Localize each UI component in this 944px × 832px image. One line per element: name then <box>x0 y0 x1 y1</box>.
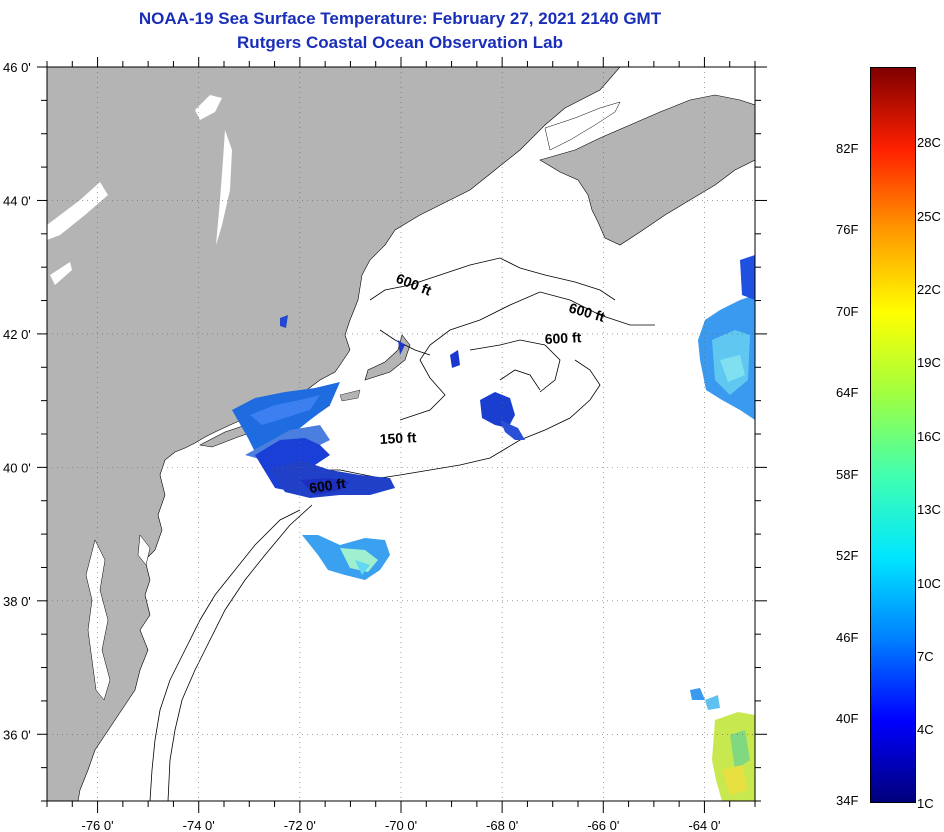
axis-labels: -76 0' -74 0' -72 0' -70 0' -68 0' -66 0' -64 … <box>3 60 720 832</box>
land-martha-vineyard <box>339 389 361 402</box>
colorbar-celsius-label: 7C <box>917 648 934 664</box>
lon-tick-label: -74 0' <box>183 818 215 832</box>
colorbar-celsius-label: 13C <box>917 502 941 518</box>
land-cape-cod <box>364 334 411 381</box>
grid-lines <box>47 67 755 801</box>
lat-tick-label: 36 0' <box>3 727 31 742</box>
lat-tick-label: 44 0' <box>3 193 31 208</box>
lon-tick-label: -66 0' <box>587 818 619 832</box>
colorbar-celsius-label: 25C <box>917 208 941 224</box>
lake-ontario-edge <box>47 182 108 240</box>
sst-patch-georges-bank <box>480 392 515 428</box>
colorbar-fahrenheit-label: 58F <box>836 466 859 482</box>
lake-champlain <box>216 130 232 245</box>
lon-tick-label: -64 0' <box>688 818 720 832</box>
map-title: NOAA-19 Sea Surface Temperature: Februar… <box>138 9 662 28</box>
colorbar-celsius-label: 1C <box>917 795 934 811</box>
bay-of-fundy <box>544 101 621 151</box>
lat-tick-label: 42 0' <box>3 327 31 342</box>
colorbar-fahrenheit-label: 52F <box>836 548 859 564</box>
lon-tick-label: -72 0' <box>284 818 316 832</box>
lat-tick-label: 40 0' <box>3 460 31 475</box>
colorbar-celsius-label: 22C <box>917 281 941 297</box>
depth-contour-label: 150 ft <box>379 429 417 447</box>
colorbar-celsius-label: 28C <box>917 135 941 151</box>
chesapeake-bay <box>85 539 111 701</box>
colorbar-fahrenheit-label: 82F <box>836 140 859 156</box>
lon-tick-label: -70 0' <box>385 818 417 832</box>
lat-tick-label: 38 0' <box>3 594 31 609</box>
colorbar-fahrenheit-label: 34F <box>836 793 859 808</box>
colorbar-fahrenheit-label: 76F <box>836 222 859 238</box>
axis-ticks <box>37 57 767 813</box>
colorbar-fahrenheit-label: 46F <box>836 629 859 645</box>
lat-tick-label: 46 0' <box>3 60 31 75</box>
lake-1 <box>195 95 222 120</box>
land-mainland <box>47 67 621 801</box>
colorbar-celsius-label: 4C <box>917 722 934 738</box>
colorbar-celsius-label: 19C <box>917 355 941 371</box>
temperature-colorbar <box>870 67 916 803</box>
lon-tick-label: -76 0' <box>82 818 114 832</box>
colorbar-fahrenheit-label: 64F <box>836 385 859 401</box>
lake-2 <box>50 262 72 285</box>
map-subtitle: Rutgers Coastal Ocean Observation Lab <box>237 33 563 52</box>
depth-contour-label: 600 ft <box>544 329 582 347</box>
colorbar-fahrenheit-label: 40F <box>836 711 859 727</box>
colorbar-fahrenheit-label: 70F <box>836 303 859 319</box>
depth-contours <box>149 257 655 801</box>
sst-patches <box>232 255 755 801</box>
colorbar-celsius-label: 10C <box>917 575 941 591</box>
colorbar-celsius-label: 16C <box>917 428 941 444</box>
depth-contour-label: 600 ft <box>308 475 347 496</box>
lon-tick-label: -68 0' <box>486 818 518 832</box>
delaware-bay <box>137 534 151 566</box>
land-nova-scotia <box>539 94 755 246</box>
